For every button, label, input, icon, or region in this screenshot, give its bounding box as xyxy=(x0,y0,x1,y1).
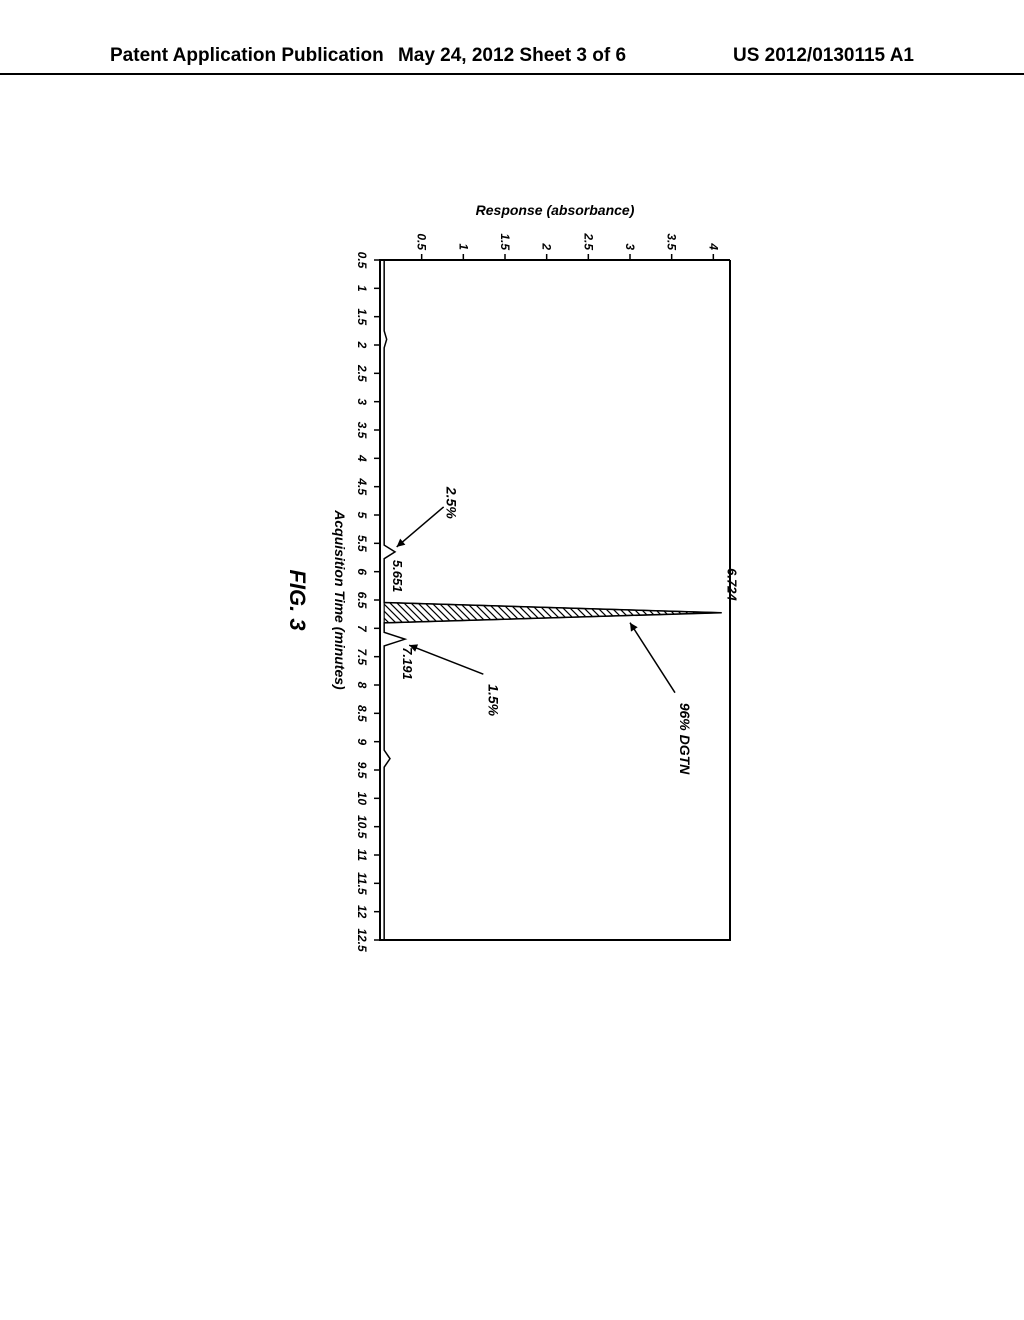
x-tick-label: 6.5 xyxy=(355,592,369,609)
percent-label: 1.5% xyxy=(485,684,501,716)
x-tick-label: 9 xyxy=(355,738,369,745)
y-tick-label: 1 xyxy=(456,243,470,250)
annotation-arrow xyxy=(409,645,483,674)
x-tick-label: 10.5 xyxy=(355,815,369,839)
x-tick-label: 3 xyxy=(355,398,369,405)
x-tick-label: 7 xyxy=(355,625,369,633)
x-tick-label: 11 xyxy=(355,849,369,862)
x-tick-label: 12.5 xyxy=(355,928,369,952)
x-tick-label: 4 xyxy=(355,454,369,462)
figure-label: FIG. 3 xyxy=(285,569,310,630)
x-tick-label: 5 xyxy=(355,512,369,519)
x-tick-label: 1 xyxy=(355,285,369,292)
x-tick-label: 1.5 xyxy=(355,308,369,325)
x-tick-label: 0.5 xyxy=(355,252,369,269)
chromatogram-chart: 0.511.522.533.544.555.566.577.588.599.51… xyxy=(0,0,1024,1320)
y-tick-label: 3 xyxy=(623,243,637,250)
x-tick-label: 7.5 xyxy=(355,648,369,665)
x-tick-label: 12 xyxy=(355,905,369,919)
y-axis-label: Response (absorbance) xyxy=(476,202,635,218)
x-tick-label: 8 xyxy=(355,682,369,689)
y-tick-label: 4 xyxy=(706,242,720,250)
retention-time-label: 7.191 xyxy=(400,647,415,680)
x-tick-label: 9.5 xyxy=(355,762,369,779)
chromatogram-trace xyxy=(384,260,722,940)
retention-time-label: 5.651 xyxy=(390,560,405,593)
main-peak-fill xyxy=(384,602,722,622)
x-tick-label: 4.5 xyxy=(355,477,369,495)
x-tick-label: 11.5 xyxy=(355,872,369,895)
x-tick-label: 8.5 xyxy=(355,705,369,722)
percent-label: 2.5% xyxy=(444,486,460,519)
x-tick-label: 10 xyxy=(355,792,369,806)
y-tick-label: 1.5 xyxy=(498,233,512,250)
percent-label: 96% DGTN xyxy=(677,703,693,775)
x-tick-label: 2.5 xyxy=(355,364,369,382)
y-tick-label: 0.5 xyxy=(415,233,429,250)
arrowhead-icon xyxy=(630,623,638,632)
y-tick-label: 3.5 xyxy=(665,233,679,250)
x-tick-label: 5.5 xyxy=(355,535,369,552)
annotation-arrow xyxy=(630,623,675,693)
annotation-arrow xyxy=(397,507,444,547)
x-axis-label: Acquisition Time (minutes) xyxy=(332,509,348,690)
retention-time-label: 6.724 xyxy=(725,568,740,601)
x-tick-label: 2 xyxy=(355,341,369,349)
x-tick-label: 3.5 xyxy=(355,422,369,439)
x-tick-label: 6 xyxy=(355,568,369,575)
y-tick-label: 2.5 xyxy=(581,232,595,250)
plot-border xyxy=(380,260,730,940)
y-tick-label: 2 xyxy=(540,242,554,250)
